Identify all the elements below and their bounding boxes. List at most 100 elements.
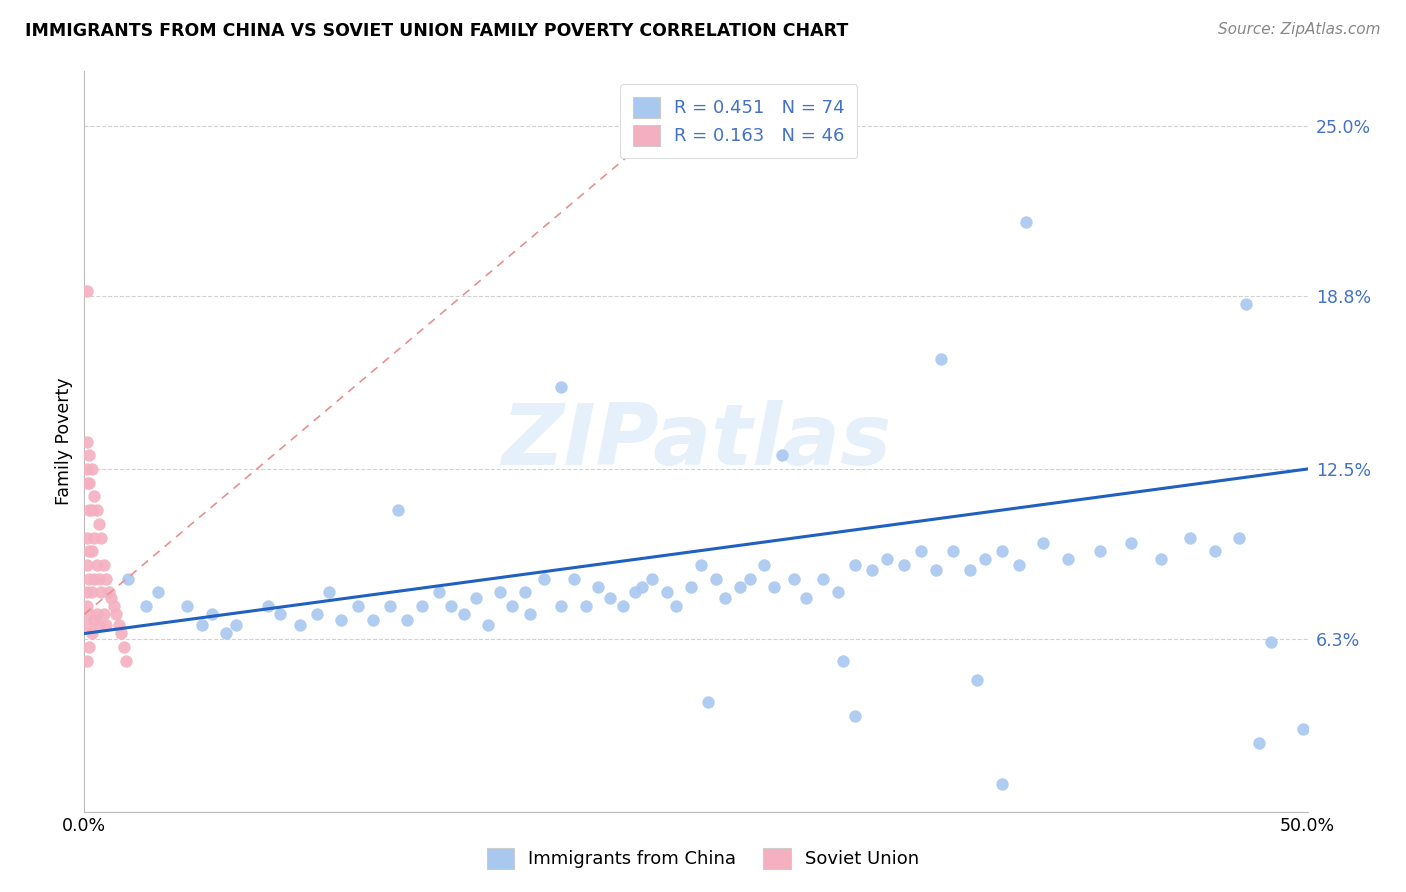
Point xyxy=(440,599,463,613)
Point xyxy=(76,434,98,449)
Point xyxy=(112,640,135,655)
Point xyxy=(1032,536,1054,550)
Point xyxy=(76,531,98,545)
Point xyxy=(176,599,198,613)
Text: Source: ZipAtlas.com: Source: ZipAtlas.com xyxy=(1218,22,1381,37)
Point xyxy=(200,607,222,622)
Point xyxy=(77,572,100,586)
Point xyxy=(681,580,703,594)
Point xyxy=(380,599,402,613)
Point xyxy=(533,572,555,586)
Point xyxy=(453,607,475,622)
Point xyxy=(135,599,157,613)
Point xyxy=(754,558,776,572)
Point xyxy=(105,607,128,622)
Point xyxy=(146,585,169,599)
Point xyxy=(489,585,512,599)
Point xyxy=(763,580,786,594)
Point xyxy=(96,618,118,632)
Point xyxy=(318,585,340,599)
Point xyxy=(794,591,817,605)
Point xyxy=(86,503,108,517)
Point xyxy=(97,585,120,599)
Point xyxy=(76,284,98,298)
Point xyxy=(655,585,678,599)
Point xyxy=(665,599,688,613)
Point xyxy=(704,572,727,586)
Point xyxy=(107,618,129,632)
Point xyxy=(77,475,100,490)
Point xyxy=(87,516,110,531)
Point xyxy=(811,572,834,586)
Point xyxy=(991,544,1014,558)
Point xyxy=(77,640,100,655)
Point xyxy=(387,503,409,517)
Point xyxy=(96,572,118,586)
Point xyxy=(90,531,112,545)
Legend: R = 0.451   N = 74, R = 0.163   N = 46: R = 0.451 N = 74, R = 0.163 N = 46 xyxy=(620,84,858,158)
Point xyxy=(550,599,572,613)
Point xyxy=(575,599,598,613)
Point xyxy=(959,563,981,577)
Point xyxy=(689,558,711,572)
Point xyxy=(1121,536,1143,550)
Text: ZIPatlas: ZIPatlas xyxy=(501,400,891,483)
Point xyxy=(76,654,98,668)
Point xyxy=(860,563,883,577)
Point xyxy=(80,626,103,640)
Point xyxy=(1247,736,1270,750)
Point xyxy=(288,618,311,632)
Point xyxy=(738,572,761,586)
Point xyxy=(464,591,486,605)
Point xyxy=(80,503,103,517)
Point xyxy=(728,580,751,594)
Point xyxy=(87,572,110,586)
Point xyxy=(76,475,98,490)
Point xyxy=(477,618,499,632)
Point xyxy=(973,552,995,566)
Point xyxy=(502,599,524,613)
Point xyxy=(942,544,965,558)
Point xyxy=(1088,544,1111,558)
Point xyxy=(77,503,100,517)
Point xyxy=(83,572,105,586)
Point xyxy=(1015,215,1038,229)
Point xyxy=(93,607,115,622)
Point xyxy=(83,613,105,627)
Point xyxy=(519,607,541,622)
Point xyxy=(550,380,572,394)
Point xyxy=(1204,544,1226,558)
Y-axis label: Family Poverty: Family Poverty xyxy=(55,378,73,505)
Point xyxy=(1227,531,1250,545)
Point xyxy=(83,489,105,503)
Point xyxy=(330,613,353,627)
Point xyxy=(80,585,103,599)
Point xyxy=(1260,634,1282,648)
Point xyxy=(910,544,932,558)
Point xyxy=(100,591,122,605)
Point xyxy=(929,352,952,367)
Point xyxy=(80,462,103,476)
Point xyxy=(1178,531,1201,545)
Point xyxy=(76,599,98,613)
Point xyxy=(624,585,647,599)
Point xyxy=(562,572,585,586)
Point xyxy=(93,558,115,572)
Point xyxy=(76,585,98,599)
Point xyxy=(1056,552,1078,566)
Point xyxy=(697,695,720,709)
Point xyxy=(76,558,98,572)
Point xyxy=(77,607,100,622)
Point xyxy=(966,673,988,687)
Point xyxy=(844,708,866,723)
Point xyxy=(361,613,384,627)
Point xyxy=(1236,297,1258,311)
Point xyxy=(191,618,214,632)
Point xyxy=(513,585,536,599)
Point xyxy=(631,580,654,594)
Point xyxy=(1292,723,1315,737)
Point xyxy=(783,572,806,586)
Point xyxy=(612,599,634,613)
Point xyxy=(1150,552,1173,566)
Point xyxy=(411,599,433,613)
